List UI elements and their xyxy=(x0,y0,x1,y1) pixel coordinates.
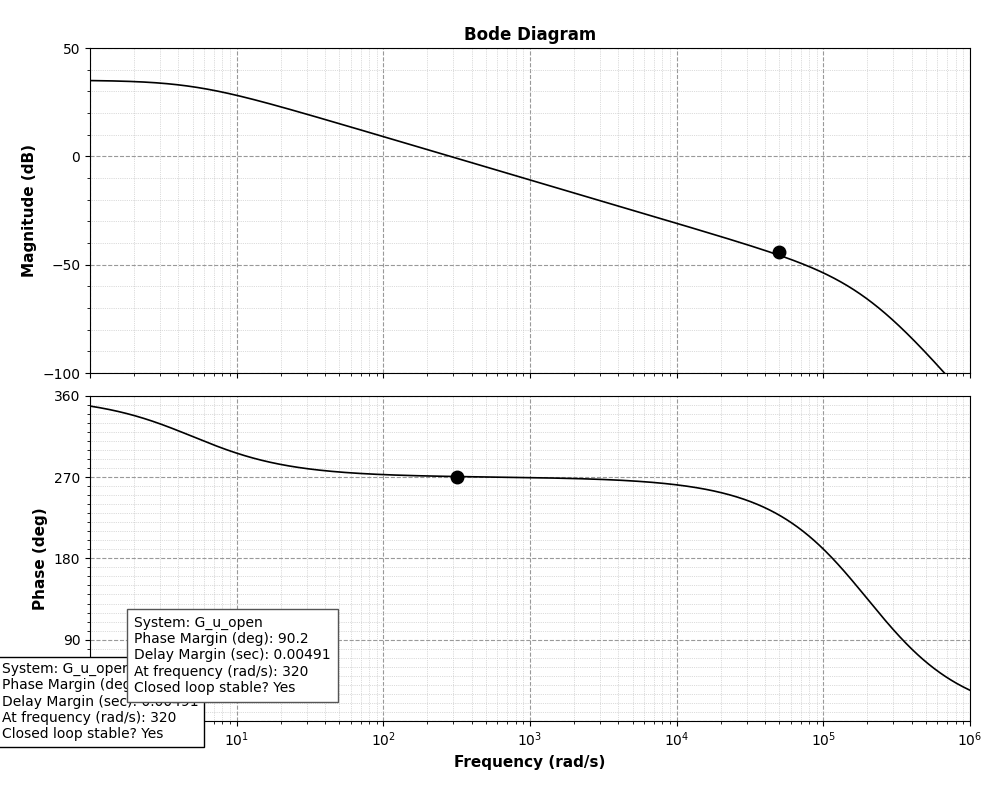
X-axis label: Frequency (rad/s): Frequency (rad/s) xyxy=(454,755,606,770)
Text: System: G_u_open
Phase Margin (deg): 90.2
Delay Margin (sec): 0.00491
At frequen: System: G_u_open Phase Margin (deg): 90.… xyxy=(134,616,331,695)
Text: System: G_u_open
Phase Margin (deg): 90.2
Delay Margin (sec): 0.00491
At frequen: System: G_u_open Phase Margin (deg): 90.… xyxy=(2,662,198,741)
Title: Bode Diagram: Bode Diagram xyxy=(464,26,596,44)
Y-axis label: Phase (deg): Phase (deg) xyxy=(33,507,48,610)
Y-axis label: Magnitude (dB): Magnitude (dB) xyxy=(22,144,37,277)
